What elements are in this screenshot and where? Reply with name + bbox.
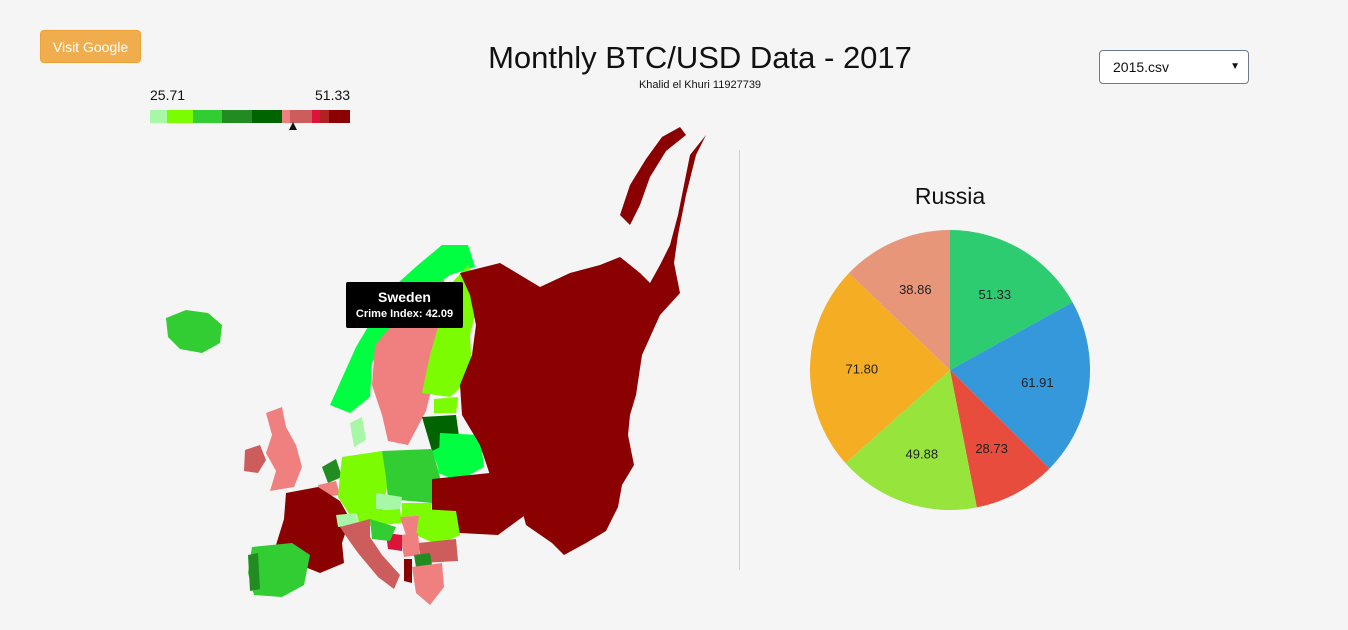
legend-swatch	[281, 110, 291, 123]
legend-min-label: 25.71	[150, 87, 186, 103]
visit-google-button[interactable]: Visit Google	[40, 30, 141, 63]
country-switzerland[interactable]	[336, 513, 358, 527]
country-russia[interactable]	[460, 135, 706, 555]
pie-slice[interactable]	[950, 230, 1073, 370]
pie-slice-label: 61.91	[1021, 375, 1054, 390]
dataset-select-value: 2015.csv	[1113, 59, 1170, 75]
country-denmark[interactable]	[350, 417, 366, 447]
legend-swatch	[328, 110, 350, 123]
country-greece[interactable]	[412, 563, 444, 605]
legend-swatch	[311, 110, 321, 123]
country-macedonia[interactable]	[414, 553, 432, 567]
country-albania[interactable]	[404, 559, 412, 583]
country-romania[interactable]	[416, 509, 460, 545]
country-spain[interactable]	[248, 543, 310, 597]
pie-chart[interactable]: 51.33 61.91 28.73 49.88 71.80 38.86	[805, 225, 1095, 515]
pie-title: Russia	[914, 183, 986, 209]
legend-marker-icon	[289, 122, 297, 130]
country-finland[interactable]	[422, 265, 480, 397]
dataset-select[interactable]: 2015.csv ▼	[1099, 50, 1249, 84]
pie-slice-label: 28.73	[975, 441, 1008, 456]
pie-slice[interactable]	[848, 230, 950, 370]
page-subtitle: Khalid el Khuri 11927739	[638, 79, 762, 91]
legend-swatch	[290, 110, 312, 123]
chevron-down-icon: ▼	[1230, 61, 1240, 72]
country-estonia[interactable]	[434, 397, 458, 413]
pie-slice-label: 38.86	[899, 282, 932, 297]
country-czech[interactable]	[376, 493, 402, 509]
country-ireland[interactable]	[244, 445, 266, 473]
country-serbia[interactable]	[400, 533, 420, 557]
tooltip-country: Sweden	[378, 289, 431, 305]
country-uk[interactable]	[266, 407, 302, 491]
legend-swatch	[222, 110, 253, 123]
pie-slice-label: 49.88	[906, 447, 939, 462]
pie-slice[interactable]	[845, 370, 977, 510]
panel-divider	[739, 150, 740, 570]
country-belarus[interactable]	[438, 433, 484, 481]
country-netherlands[interactable]	[322, 459, 342, 483]
country-russia-island[interactable]	[620, 127, 686, 225]
color-legend-bar	[150, 110, 350, 123]
legend-max-label: 51.33	[315, 87, 351, 103]
pie-slice[interactable]	[950, 302, 1090, 469]
legend-swatch	[150, 110, 168, 123]
country-norway[interactable]	[330, 245, 475, 413]
tooltip-value: Crime Index: 42.09	[355, 308, 454, 320]
country-portugal[interactable]	[248, 553, 260, 591]
pie-slice-label: 71.80	[846, 361, 879, 376]
pie-slice[interactable]	[950, 370, 1050, 508]
legend-swatch	[167, 110, 193, 123]
country-poland[interactable]	[382, 449, 440, 503]
page-title: Monthly BTC/USD Data - 2017	[488, 40, 912, 75]
legend-swatch	[192, 110, 223, 123]
country-iceland[interactable]	[166, 310, 222, 353]
country-croatia[interactable]	[370, 519, 396, 541]
map-tooltip: Sweden Crime Index: 42.09	[346, 282, 463, 328]
pie-slice[interactable]	[810, 273, 950, 464]
europe-map[interactable]	[150, 115, 710, 630]
legend-swatch	[320, 110, 329, 123]
country-germany[interactable]	[338, 451, 388, 515]
country-italy[interactable]	[340, 519, 400, 589]
legend-swatch	[252, 110, 282, 123]
pie-slice-label: 51.33	[979, 287, 1012, 302]
